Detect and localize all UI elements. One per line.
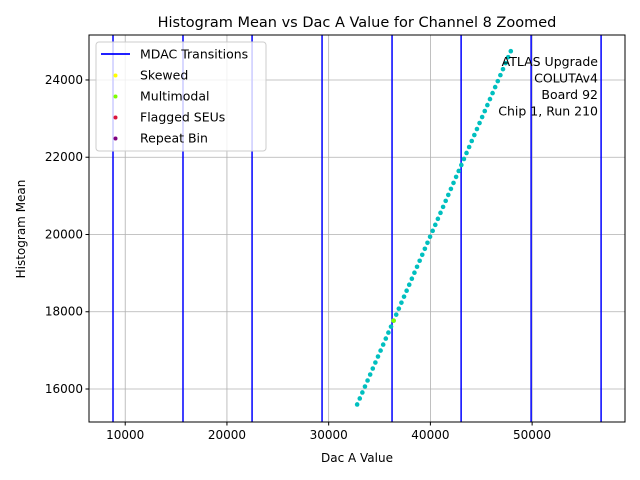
data-point	[365, 378, 370, 383]
legend-point-swatch	[113, 136, 118, 141]
data-point	[362, 384, 368, 389]
data-point	[409, 276, 415, 282]
data-point	[430, 228, 435, 234]
data-point	[479, 114, 485, 120]
data-point	[370, 366, 376, 371]
data-point	[373, 360, 378, 365]
data-point	[354, 402, 360, 407]
x-tick-label: 50000	[513, 428, 551, 442]
data-point	[500, 66, 506, 72]
legend: MDAC Transitions Skewed Multimodal Flagged …	[95, 41, 267, 152]
data-point	[438, 210, 443, 216]
data-point	[482, 108, 488, 114]
data-point	[393, 312, 399, 317]
y-tick-label: 20000	[45, 227, 83, 241]
legend-point-swatch	[113, 94, 118, 99]
x-tick-label: 30000	[310, 428, 348, 442]
data-point	[386, 330, 391, 335]
x-axis-label: Dac A Value	[321, 451, 393, 465]
data-point	[461, 156, 467, 162]
data-point	[440, 204, 446, 210]
data-point	[451, 180, 456, 186]
data-point	[505, 54, 511, 60]
data-point	[485, 102, 490, 108]
data-point	[427, 234, 433, 240]
data-point	[495, 78, 501, 84]
x-tick-label: 10000	[106, 428, 144, 442]
data-point	[435, 216, 441, 222]
data-point	[412, 270, 417, 276]
data-point	[388, 324, 394, 329]
annotation-line: Board 92	[541, 87, 598, 102]
ticks: 10000 20000 30000 40000 50000 16000 18000 20000…	[45, 73, 551, 442]
data-point	[432, 222, 438, 228]
legend-label: Skewed	[140, 68, 188, 83]
data-point	[453, 174, 459, 180]
data-point	[360, 390, 365, 395]
data-point	[487, 96, 493, 102]
chart-title: Histogram Mean vs Dac A Value for Channe…	[158, 15, 557, 31]
data-point	[492, 84, 498, 90]
data-point	[456, 168, 462, 174]
data-point	[367, 372, 373, 377]
data-point	[474, 126, 480, 132]
legend-label: Repeat Bin	[140, 131, 208, 146]
data-point	[375, 354, 381, 359]
data-point	[448, 186, 454, 192]
data-point	[469, 138, 475, 144]
data-point	[401, 294, 407, 299]
legend-label: Flagged SEUs	[140, 110, 225, 125]
data-point	[380, 342, 386, 347]
y-tick-label: 16000	[45, 382, 83, 396]
data-point	[490, 90, 495, 96]
data-point	[404, 288, 409, 293]
data-point	[419, 252, 425, 258]
data-point	[417, 258, 422, 264]
data-point	[472, 132, 477, 138]
data-point	[396, 306, 402, 311]
data-point	[477, 120, 482, 126]
y-tick-label: 24000	[45, 73, 83, 87]
legend-label: MDAC Transitions	[140, 47, 248, 62]
data-points	[354, 48, 514, 407]
data-point	[466, 144, 472, 150]
data-point	[498, 72, 503, 78]
legend-box	[95, 41, 267, 152]
x-tick-label: 40000	[411, 428, 449, 442]
data-point	[406, 282, 412, 288]
data-point	[503, 60, 508, 66]
data-point	[422, 246, 428, 252]
x-tick-label: 20000	[208, 428, 246, 442]
y-tick-label: 22000	[45, 150, 83, 164]
y-axis-label: Histogram Mean	[14, 180, 28, 279]
annotation-line: COLUTAv4	[534, 71, 598, 86]
data-point	[508, 48, 514, 54]
data-point	[459, 162, 464, 168]
legend-point-swatch	[113, 73, 118, 78]
flagged-point-multimodal	[391, 318, 396, 323]
data-point	[443, 198, 448, 204]
y-tick-label: 18000	[45, 305, 83, 319]
annotation-line: ATLAS Upgrade	[502, 54, 599, 69]
data-point	[378, 348, 383, 353]
legend-label: Multimodal	[140, 89, 209, 104]
plot-frame	[88, 34, 626, 423]
data-point	[357, 396, 363, 401]
legend-point-swatch	[113, 115, 118, 120]
data-point	[414, 264, 420, 270]
data-point	[399, 300, 404, 305]
data-point	[446, 192, 451, 198]
data-point	[425, 240, 430, 246]
data-point	[464, 150, 469, 156]
data-point	[383, 336, 389, 341]
annotation-line: Chip 1, Run 210	[498, 104, 598, 119]
